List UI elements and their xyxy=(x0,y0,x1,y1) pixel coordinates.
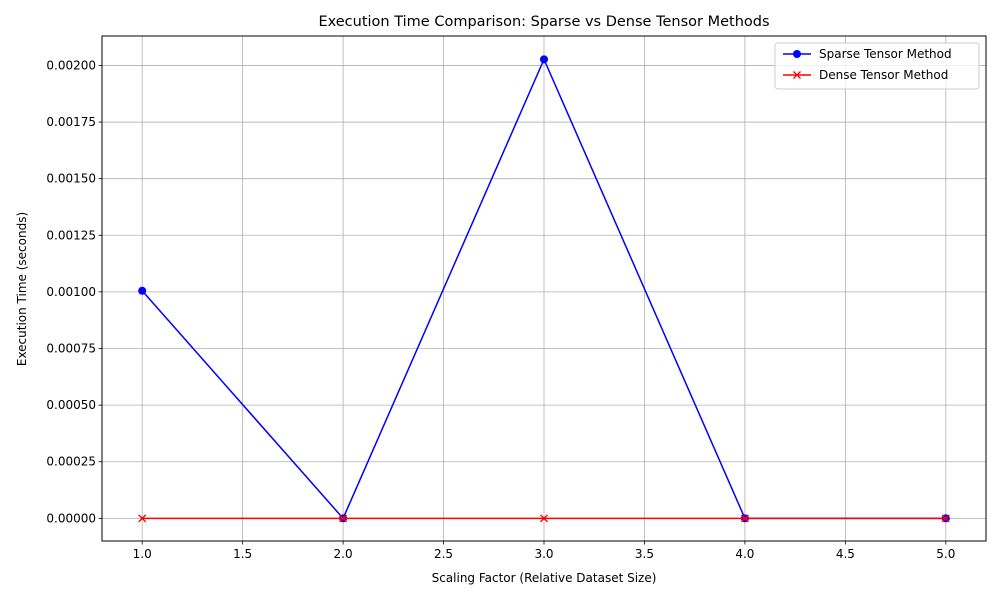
series-group xyxy=(138,55,950,523)
y-tick-label: 0.00125 xyxy=(46,228,96,242)
data-point-dense xyxy=(941,514,950,523)
y-tick-label: 0.00200 xyxy=(46,58,96,72)
legend-box xyxy=(774,42,980,90)
data-point-sparse xyxy=(540,55,548,64)
y-tick-label: 0.00075 xyxy=(46,342,96,356)
legend: Sparse Tensor Method Dense Tensor Method xyxy=(774,42,980,90)
x-tick-label: 2.0 xyxy=(334,547,353,561)
legend-marker-dense xyxy=(793,71,801,79)
y-tick-label: 0.00025 xyxy=(46,455,96,469)
y-tick-label: 0.00050 xyxy=(46,398,96,412)
y-axis-label: Execution Time (seconds) xyxy=(15,212,29,366)
x-tick-label: 2.5 xyxy=(434,547,453,561)
data-point-dense xyxy=(540,514,548,523)
x-tick-label: 4.5 xyxy=(836,547,855,561)
chart-title: Execution Time Comparison: Sparse vs Den… xyxy=(318,14,769,30)
x-tick-label: 1.0 xyxy=(133,547,152,561)
data-point-dense xyxy=(740,514,749,523)
axis-ticks: 1.0 1.5 2.0 2.5 3.0 3.5 4.0 4.5 5.0 0.00000 0.0002… xyxy=(46,58,955,561)
legend-marker-sparse xyxy=(793,50,801,58)
data-point-sparse xyxy=(138,286,147,295)
y-tick-label: 0.00175 xyxy=(46,115,96,129)
legend-label-sparse: Sparse Tensor Method xyxy=(819,47,952,61)
y-tick-label: 0.00150 xyxy=(46,172,96,186)
legend-label-dense: Dense Tensor Method xyxy=(819,68,948,82)
y-tick-label: 0.00100 xyxy=(46,285,96,299)
data-point-dense xyxy=(138,514,147,523)
x-tick-label: 3.5 xyxy=(635,547,654,561)
x-tick-label: 1.5 xyxy=(233,547,252,561)
y-tick-label: 0.00000 xyxy=(46,511,96,525)
x-tick-label: 5.0 xyxy=(936,547,955,561)
data-point-dense xyxy=(339,514,348,523)
x-tick-label: 3.0 xyxy=(534,547,553,561)
x-tick-label: 4.0 xyxy=(735,547,754,561)
x-axis-label: Scaling Factor (Relative Dataset Size) xyxy=(432,571,657,585)
